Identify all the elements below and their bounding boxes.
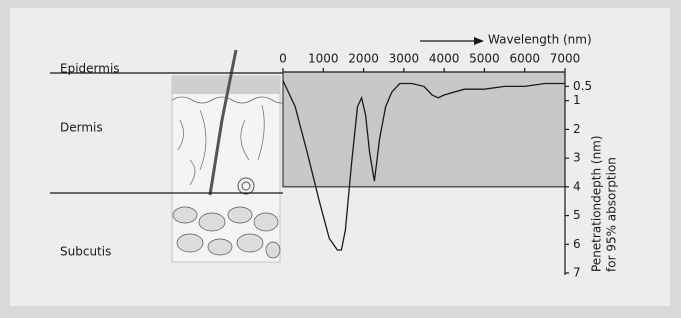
layer-label: Epidermis xyxy=(60,62,120,76)
x-tick-label: 1000 xyxy=(308,52,339,66)
x-axis-label: Wavelength (nm) xyxy=(488,33,592,47)
chart: Epidermis Dermis Subcutis Wavelength (nm… xyxy=(0,0,681,314)
x-tick-label: 5000 xyxy=(469,52,500,66)
y-tick-label: 7 xyxy=(573,266,581,280)
x-tick-label: 2000 xyxy=(348,52,379,66)
skin-illustration xyxy=(172,50,288,262)
shaded-region xyxy=(283,72,565,187)
layer-label: Subcutis xyxy=(60,245,111,259)
x-tick-label: 7000 xyxy=(550,52,581,66)
y-tick-label: 1 xyxy=(573,93,581,107)
x-tick-label: 4000 xyxy=(429,52,460,66)
y-tick-label: 3 xyxy=(573,151,581,165)
x-tick-label: 3000 xyxy=(389,52,420,66)
y-tick-label: 4 xyxy=(573,179,581,193)
x-tick-label: 0 xyxy=(279,52,287,66)
y-tick-label: 6 xyxy=(573,237,581,251)
layer-label: Dermis xyxy=(60,121,103,135)
x-tick-label: 6000 xyxy=(509,52,540,66)
y-axis-label: Penetrationdepth (nm) xyxy=(590,135,604,272)
y-tick-label: 0.5 xyxy=(573,79,592,93)
y-axis-label: for 95% absorption xyxy=(605,157,619,272)
page: {"chart_data": { "type": "line", "x_labe… xyxy=(0,0,681,314)
y-tick-label: 5 xyxy=(573,208,581,222)
y-tick-label: 2 xyxy=(573,122,581,136)
